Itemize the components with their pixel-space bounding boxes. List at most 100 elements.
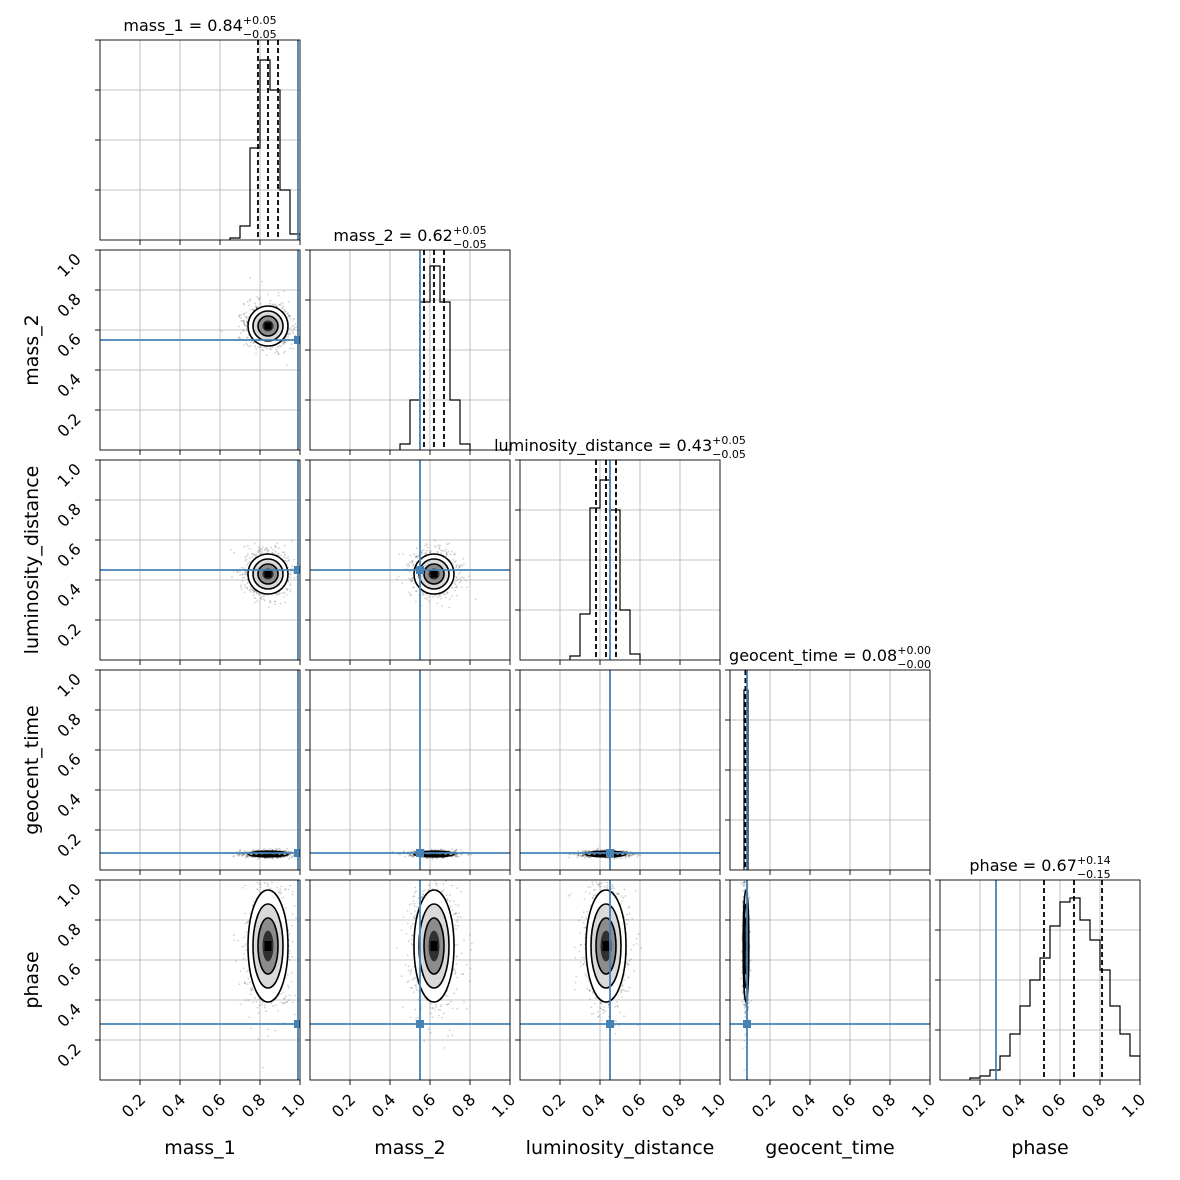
sample-point (277, 352, 280, 355)
sample-point (460, 853, 463, 856)
sample-point (404, 855, 406, 858)
sample-point (253, 542, 256, 545)
sample-point (411, 579, 413, 582)
sample-point (291, 855, 294, 858)
sample-point (245, 336, 248, 339)
sample-point (289, 582, 292, 585)
sample-point (274, 351, 276, 354)
sample-point (239, 853, 241, 856)
sample-point (402, 553, 405, 555)
sample-point (463, 576, 465, 579)
density-peak (430, 570, 438, 578)
sample-point (282, 351, 285, 354)
sample-point (284, 554, 286, 556)
sample-point (242, 320, 245, 322)
sample-point (277, 346, 279, 348)
sample-point (459, 564, 462, 567)
sample-point (256, 306, 258, 309)
sample-point (430, 849, 433, 851)
sample-point (453, 553, 456, 556)
sample-point (456, 855, 459, 858)
sample-point (246, 320, 248, 323)
sample-point (285, 557, 288, 560)
sample-point (293, 317, 295, 320)
sample-point (432, 596, 435, 599)
sample-point (289, 327, 291, 330)
sample-point (261, 349, 263, 351)
sample-point (454, 583, 457, 586)
sample-point (253, 341, 256, 344)
y-tick-label: 0.6 (53, 329, 84, 360)
sample-point (412, 850, 415, 852)
sample-point (274, 603, 276, 606)
sample-point (428, 600, 430, 603)
sample-point (241, 854, 243, 857)
sample-point (287, 314, 290, 317)
sample-point (409, 854, 412, 857)
sample-point (259, 296, 261, 299)
sample-point (256, 592, 258, 595)
sample-point (262, 848, 265, 850)
sample-point (411, 560, 414, 563)
sample-point (289, 588, 292, 591)
panel-title-mass_2: mass_2 = 0.62+0.05 (333, 224, 486, 246)
sample-point (453, 854, 456, 857)
sample-point (262, 349, 265, 352)
sample-point (613, 857, 616, 859)
sample-point (246, 854, 249, 857)
sample-point (254, 345, 256, 348)
panel-frame (309, 669, 511, 871)
sample-point (250, 587, 253, 590)
sample-point (279, 592, 281, 595)
sample-point (243, 344, 245, 346)
sample-point (436, 596, 439, 599)
sample-point (460, 579, 462, 582)
sample-point (411, 855, 414, 858)
sample-point (255, 352, 257, 355)
sample-point (252, 594, 255, 596)
sample-point (245, 342, 248, 345)
sample-point (256, 600, 259, 603)
sample-point (269, 348, 272, 350)
sample-point (239, 849, 242, 851)
sample-point (253, 601, 256, 604)
sample-point (441, 849, 444, 851)
y-tick-label: 0.2 (53, 409, 84, 440)
sample-point (286, 312, 289, 315)
sample-point (264, 346, 267, 349)
sample-point (291, 325, 293, 328)
sample-point (288, 857, 290, 860)
sample-point (240, 588, 243, 591)
sample-point (239, 332, 242, 335)
sample-point (444, 550, 446, 552)
sample-point (251, 308, 254, 311)
sample-point (439, 594, 442, 596)
sample-point (269, 600, 272, 603)
sample-point (445, 551, 448, 554)
sample-point (446, 553, 448, 556)
sample-point (446, 543, 448, 546)
sample-point (269, 847, 272, 850)
sample-point (248, 850, 251, 853)
sample-point (242, 319, 245, 322)
sample-point (434, 539, 436, 542)
density-peak (264, 570, 272, 578)
sample-point (411, 561, 413, 563)
sample-point (458, 581, 461, 584)
sample-point (277, 848, 279, 850)
sample-point (246, 336, 249, 339)
sample-point (421, 591, 424, 594)
sample-point (274, 303, 277, 306)
panel-content (100, 460, 300, 660)
sample-point (245, 329, 248, 332)
sample-point (283, 308, 286, 311)
sample-point (422, 593, 425, 596)
sample-point (243, 576, 246, 579)
sample-point (417, 554, 420, 557)
sample-point (629, 854, 632, 857)
sample-point (264, 848, 267, 851)
panel-title-luminosity_distance: luminosity_distance = 0.43+0.05 (494, 434, 746, 456)
sample-point (243, 302, 245, 305)
sample-point (291, 540, 293, 542)
sample-point (403, 849, 405, 852)
